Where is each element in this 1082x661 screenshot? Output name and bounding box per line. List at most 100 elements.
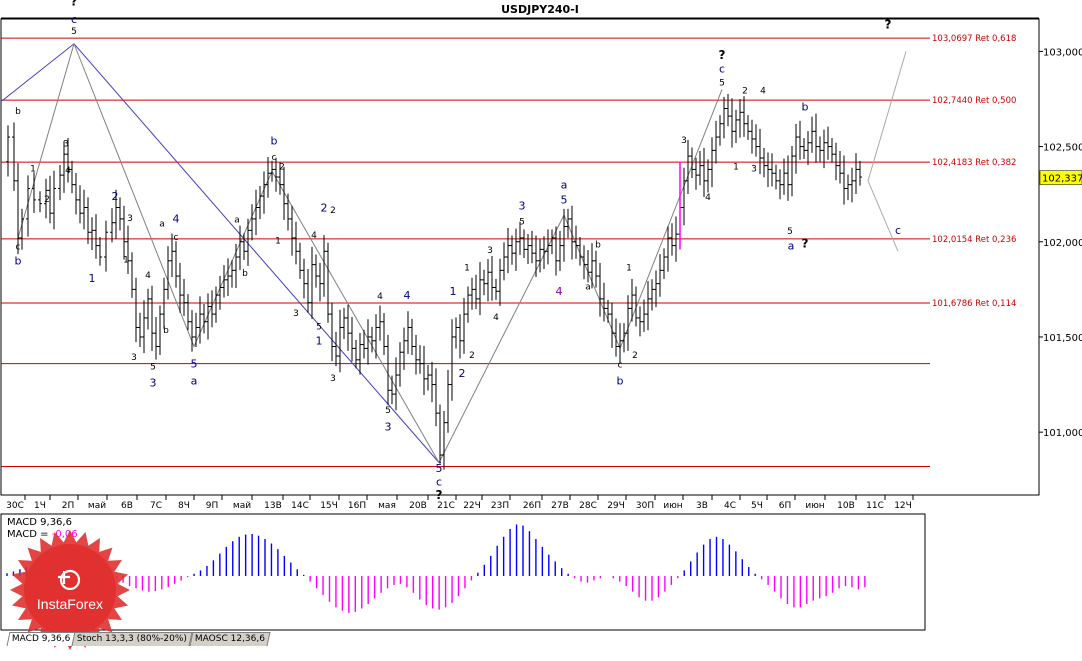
wave-label: c	[174, 233, 179, 243]
wave-label: c	[436, 475, 442, 488]
wave-line	[867, 180, 899, 252]
wave-label: 3	[293, 309, 299, 319]
time-axis: 30С 1Ч 2П май 6В 7С 8Ч 9П май 13В 14С 15Ч 16П мая 20В 2…	[6, 495, 914, 511]
x-tick-label: 21С	[437, 501, 455, 511]
wave-label: c	[272, 153, 277, 163]
tab-maosc[interactable]: MAOSC 12,36,6	[189, 632, 271, 646]
wave-label: c	[16, 242, 21, 252]
fib-levels: 103,0697 Ret 0,618 102,7440 Ret 0,500 102,…	[1, 34, 1016, 467]
wave-label: b	[617, 375, 624, 388]
wave-label: 4	[145, 271, 151, 281]
x-tick-label: июн	[663, 501, 682, 511]
x-tick-label: 22Ч	[463, 501, 481, 511]
x-tick-label: 16П	[348, 501, 366, 511]
wave-label: 1	[89, 272, 96, 285]
fib-label: 102,7440 Ret 0,500	[932, 96, 1016, 106]
wave-label: ?	[719, 48, 726, 62]
wave-label: ?	[436, 488, 443, 502]
wave-label: b	[802, 100, 809, 113]
x-tick-label: 20В	[409, 501, 427, 511]
wave-label: 2	[321, 201, 328, 214]
x-tick-label: 23П	[491, 501, 509, 511]
wave-label: 5	[71, 27, 77, 37]
wave-label: 2	[279, 162, 285, 172]
wave-label: a	[585, 282, 591, 292]
x-tick-label: 12Ч	[894, 501, 912, 511]
wave-label: 3	[63, 140, 69, 150]
wave-label: 2	[469, 351, 475, 361]
x-tick-label: 4С	[724, 501, 736, 511]
x-tick-label: 11С	[866, 501, 884, 511]
y-tick-label: 102,500	[1043, 143, 1082, 154]
wave-label: 5	[191, 357, 198, 370]
wave-label: b	[595, 240, 601, 250]
instaforex-logo: InstaForex	[10, 530, 130, 650]
wave-label: 2	[44, 195, 50, 205]
wave-label: 1	[123, 256, 129, 266]
wave-label: 5	[436, 462, 443, 475]
wave-line	[438, 214, 565, 463]
fib-label: 102,4183 Ret 0,382	[932, 158, 1016, 168]
macd-label: MACD 9,36,6	[7, 517, 72, 528]
wave-label: 2	[112, 190, 119, 203]
wave-label: b	[163, 326, 169, 336]
x-tick-label: июн	[805, 501, 824, 511]
macd-value: -0,06	[52, 529, 78, 540]
wave-label: c	[618, 360, 623, 370]
wave-line	[271, 171, 440, 463]
wave-label: 5	[719, 79, 725, 89]
indicator-tabs: MACD 9,36,6 Stoch 13,3,3 (80%-20%) MAOSC…	[6, 632, 271, 646]
wave-label: 1	[733, 162, 739, 172]
y-tick-label: 101,000	[1043, 428, 1082, 439]
wave-line	[619, 89, 723, 349]
x-tick-label: май	[233, 501, 251, 511]
macd-panel	[0, 513, 926, 631]
wave-label: b	[271, 135, 278, 148]
wave-label: 1	[316, 335, 323, 348]
wave-label: a	[788, 239, 795, 252]
wave-label: 3	[487, 246, 493, 256]
wave-label: 4	[493, 313, 499, 323]
wave-label: 5	[519, 218, 525, 228]
x-tick-label: 28С	[579, 501, 597, 511]
chart-title: USDJPY240-I	[501, 3, 579, 16]
price-bars	[6, 93, 862, 470]
x-tick-label: 5Ч	[751, 501, 763, 511]
wave-label: 2	[459, 367, 466, 380]
wave-label: 1	[275, 237, 281, 247]
wave-label: ?	[71, 0, 78, 9]
x-tick-label: 9П	[206, 501, 219, 511]
wave-label: ?	[885, 18, 892, 32]
wave-label: 4	[705, 193, 711, 203]
wave-label: 5	[385, 406, 391, 416]
x-tick-label: 26П	[523, 501, 541, 511]
tab-stoch[interactable]: Stoch 13,3,3 (80%-20%)	[71, 632, 193, 646]
wave-line	[867, 51, 907, 181]
x-tick-label: 30П	[636, 501, 654, 511]
fib-label: 101,6786 Ret 0,114	[932, 299, 1016, 309]
wave-label: 2	[330, 206, 336, 216]
wave-label: 3	[519, 199, 526, 212]
x-tick-label: 10В	[837, 501, 855, 511]
tab-macd[interactable]: MACD 9,36,6	[6, 632, 76, 646]
wave-label: 3	[131, 353, 137, 363]
wave-label: 5	[150, 362, 156, 372]
wave-label: 4	[404, 289, 411, 302]
x-tick-label: 14С	[291, 501, 309, 511]
y-tick-label: 102,000	[1043, 238, 1082, 249]
wave-label: c	[71, 13, 77, 26]
wave-label: 3	[150, 376, 157, 389]
y-tick-label: 101,500	[1043, 333, 1082, 344]
wave-label: 4	[377, 292, 383, 302]
x-tick-label: 3В	[696, 501, 708, 511]
wave-label: ?	[802, 236, 809, 250]
logo-icon	[58, 569, 81, 591]
wave-label: a	[234, 216, 240, 226]
wave-label: 4	[760, 86, 766, 96]
wave-label: 1	[450, 285, 457, 298]
wave-label: a	[191, 375, 198, 388]
x-tick-label: 1Ч	[34, 501, 46, 511]
wave-line	[73, 43, 273, 348]
x-tick-label: 7С	[150, 501, 162, 511]
